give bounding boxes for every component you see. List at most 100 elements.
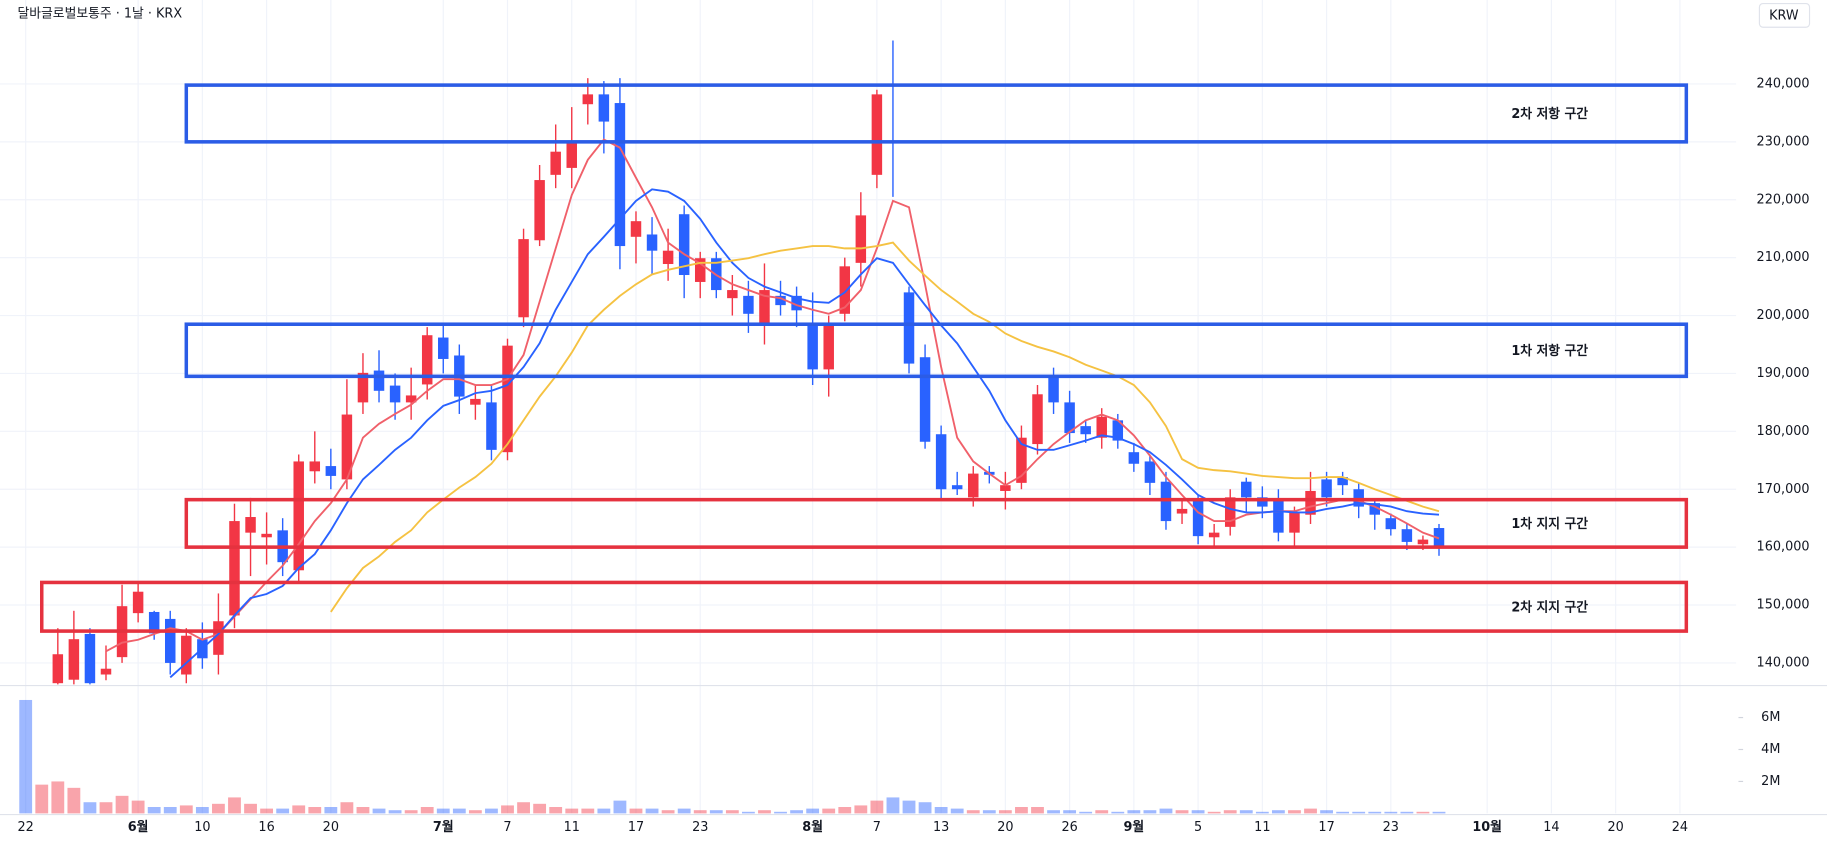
- moving-average-line: [105, 138, 1440, 653]
- y-tick-label: 210,000: [1757, 250, 1810, 265]
- zone-label: 2차 저항 구간: [1511, 106, 1588, 122]
- y-tick-label: 160,000: [1757, 540, 1810, 555]
- volume-bar: [790, 810, 803, 814]
- volume-bar: [549, 807, 563, 814]
- candle-body: [871, 94, 883, 175]
- candle-body: [1064, 402, 1075, 434]
- volume-bar: [1191, 810, 1205, 814]
- x-tick-label: 7: [503, 820, 511, 835]
- volume-bar: [115, 795, 129, 814]
- candle-body: [1337, 477, 1348, 486]
- volume-bar: [308, 807, 322, 814]
- x-tick-label: 10월: [1472, 819, 1502, 835]
- zone-box: [184, 497, 1689, 549]
- candle-body: [373, 370, 385, 391]
- candle-body: [646, 234, 658, 251]
- volume-bar: [1400, 811, 1414, 814]
- candle-body: [52, 654, 64, 684]
- candle-body: [582, 94, 594, 105]
- candle-body: [84, 633, 96, 684]
- currency-box[interactable]: [1758, 2, 1811, 28]
- y-tick-label: 200,000: [1757, 308, 1810, 323]
- volume-bar: [854, 805, 868, 814]
- candle-body: [534, 180, 545, 241]
- price-pane: 2차 저항 구간 1차 저항 구간 1차 지지 구간 2차 지지 구간: [40, 40, 1689, 685]
- y-tick-label: 150,000: [1757, 597, 1810, 612]
- candle-body: [518, 239, 529, 318]
- volume-bar: [212, 803, 225, 814]
- volume-bar: [1288, 810, 1301, 814]
- candle-body: [1032, 394, 1043, 445]
- volume-bar: [1047, 810, 1060, 814]
- candle-body: [1112, 420, 1124, 441]
- currency[interactable]: KRW: [1769, 8, 1799, 23]
- candle-body: [1000, 485, 1011, 491]
- x-tick-label: 26: [1061, 820, 1077, 835]
- candle-body: [807, 325, 818, 370]
- volume-pane: [19, 699, 1446, 814]
- y-tick-label: 190,000: [1757, 366, 1810, 381]
- candle-body: [630, 221, 642, 237]
- y-tick-label: 140,000: [1757, 655, 1810, 670]
- candle-body: [486, 402, 497, 450]
- volume-bar: [597, 808, 611, 814]
- y-tick-label: 240,000: [1757, 76, 1810, 91]
- candle-body: [903, 292, 915, 364]
- candle-body: [1385, 518, 1397, 530]
- volume-bar: [1352, 811, 1366, 814]
- volume-bar: [1127, 810, 1141, 814]
- x-tick-label: 20: [997, 820, 1013, 835]
- candle-body: [148, 611, 160, 634]
- volume-bar: [1095, 810, 1109, 814]
- candle-body: [694, 258, 706, 282]
- volume-bar: [629, 808, 643, 814]
- volume-bar: [356, 807, 370, 814]
- x-tick-label: 23: [1383, 820, 1399, 835]
- volume-bar: [99, 802, 113, 814]
- candle-body: [839, 266, 851, 314]
- volume-bar: [1304, 808, 1317, 814]
- volume-bar: [693, 810, 707, 814]
- x-tick-label: 6월: [128, 819, 149, 835]
- candle-body: [1096, 416, 1107, 438]
- x-tick-label: 24: [1672, 820, 1688, 835]
- candle-body: [1080, 426, 1091, 435]
- candle-body: [1321, 479, 1332, 498]
- volume-bar: [388, 810, 402, 814]
- volume-bar: [613, 800, 627, 814]
- volume-bar: [19, 699, 33, 814]
- volume-bar: [517, 802, 530, 814]
- volume-tick-label: 2M: [1761, 774, 1780, 789]
- y-tick-label: 180,000: [1757, 424, 1810, 439]
- volume-bar: [179, 805, 193, 814]
- volume-bar: [228, 797, 241, 814]
- volume-bar: [725, 810, 739, 814]
- candle-body: [1241, 481, 1252, 498]
- volume-bar: [822, 808, 836, 814]
- candle-body: [1305, 490, 1316, 515]
- volume-bar: [1384, 811, 1398, 814]
- volume-tick-label: 4M: [1761, 742, 1780, 757]
- volume-bar: [1207, 811, 1221, 814]
- volume-bar: [1159, 808, 1173, 814]
- volume-bar: [324, 807, 338, 814]
- x-tick-label: 7월: [433, 819, 454, 835]
- x-tick-label: 10: [194, 820, 210, 835]
- candle-body: [1417, 539, 1429, 545]
- volume-bar: [1336, 811, 1350, 814]
- candle-body: [293, 461, 304, 571]
- volume-bar: [372, 808, 386, 814]
- volume-bar: [1416, 811, 1430, 814]
- volume-bar: [565, 808, 579, 814]
- zone-box: [40, 580, 1689, 633]
- volume-bar: [581, 808, 595, 814]
- candle-body: [100, 668, 112, 675]
- zone-label: 1차 지지 구간: [1511, 516, 1588, 532]
- volume-bar: [918, 802, 932, 814]
- volume-bar: [340, 802, 354, 814]
- volume-bar: [1031, 807, 1044, 814]
- candle-body: [502, 345, 513, 453]
- volume-bar: [420, 807, 434, 814]
- x-tick-label: 23: [692, 820, 708, 835]
